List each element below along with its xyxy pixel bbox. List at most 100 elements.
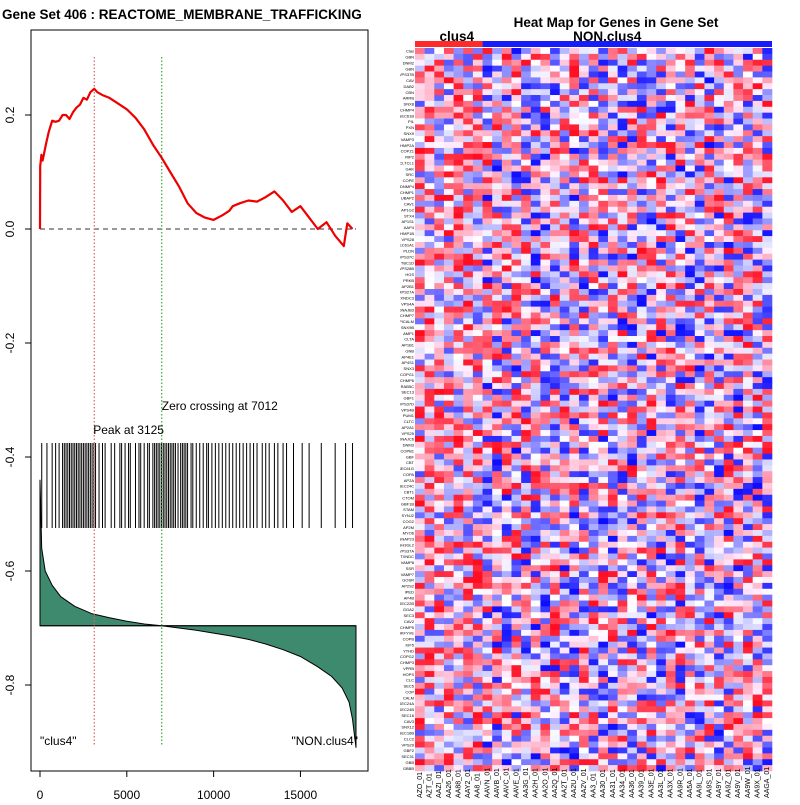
heatmap-cell — [415, 71, 425, 78]
heatmap-cell — [714, 200, 725, 208]
heatmap-cell — [762, 512, 773, 519]
heatmap-cell — [434, 388, 445, 396]
heatmap-cell — [723, 65, 734, 72]
heatmap-cell — [424, 682, 435, 690]
heatmap-cell — [540, 100, 551, 108]
heatmap-cell — [521, 435, 532, 443]
heatmap-cell — [511, 547, 522, 554]
heatmap-cell — [559, 671, 570, 678]
heatmap-cell — [646, 582, 657, 590]
heatmap-cell — [540, 488, 551, 496]
heatmap-cell — [704, 336, 715, 343]
heatmap-cell — [607, 430, 618, 437]
heatmap-cell — [665, 735, 676, 742]
heatmap-cell — [540, 706, 551, 713]
heatmap-cell — [646, 147, 657, 155]
heatmap-cell — [675, 177, 686, 184]
heatmap-cell — [598, 624, 609, 631]
heatmap-cell — [472, 735, 483, 742]
heatmap-cell — [492, 224, 503, 231]
heatmap-cell — [463, 89, 474, 96]
heatmap-cell — [733, 394, 744, 401]
heatmap-cell — [694, 571, 705, 578]
heatmap-cell — [636, 253, 647, 260]
heatmap-cell — [521, 753, 532, 760]
heatmap-cell — [704, 189, 715, 196]
heatmap-cell — [482, 618, 493, 625]
heatmap-cell — [579, 341, 589, 349]
heatmap-cell — [530, 48, 541, 55]
heatmap-cell — [550, 48, 561, 55]
heatmap-cell — [685, 83, 696, 90]
heatmap-cell — [685, 618, 696, 625]
heatmap-cell — [588, 582, 599, 590]
heatmap-cell — [675, 635, 686, 642]
heatmap-cell — [463, 318, 474, 325]
heatmap-cell — [559, 318, 570, 325]
heatmap-cell — [569, 171, 580, 178]
heatmap-cell — [550, 547, 561, 554]
heatmap-cell — [521, 547, 532, 554]
heatmap-cell — [752, 729, 763, 737]
heatmap-cell — [704, 136, 715, 143]
heatmap-cell — [743, 159, 753, 166]
y-tick-label: -0.2 — [3, 332, 17, 353]
heatmap-cell — [598, 635, 609, 642]
heatmap-cell — [415, 447, 425, 454]
heatmap-cell — [714, 459, 725, 466]
heatmap-cell — [453, 418, 464, 425]
heatmap-cell — [588, 259, 599, 266]
heatmap-cell — [704, 59, 715, 66]
heatmap-cell — [694, 353, 705, 360]
heatmap-cell — [762, 482, 773, 490]
heatmap-cell — [463, 371, 474, 378]
heatmap-cell — [492, 647, 503, 654]
column-label: AA39_01 — [639, 769, 646, 798]
heatmap-cell — [550, 77, 561, 84]
heatmap-cell — [656, 653, 667, 660]
heatmap-cell — [511, 518, 522, 525]
heatmap-cell — [636, 765, 647, 772]
heatmap-cell — [492, 741, 503, 748]
heatmap-cell — [521, 430, 532, 437]
heatmap-cell — [723, 194, 734, 202]
heatmap-cell — [762, 541, 773, 548]
heatmap-cell — [598, 500, 609, 507]
heatmap-cell — [656, 83, 667, 90]
heatmap-cell — [569, 541, 580, 548]
heatmap-cell — [723, 206, 734, 213]
heatmap-cell — [424, 441, 435, 449]
heatmap-cell — [714, 53, 725, 61]
heatmap-cell — [714, 306, 725, 313]
heatmap-cell — [559, 71, 570, 78]
heatmap-cell — [579, 447, 589, 454]
heatmap-cell — [579, 506, 589, 513]
heatmap-cell — [550, 377, 561, 384]
heatmap-cell — [550, 718, 561, 725]
heatmap-cell — [752, 189, 763, 196]
heatmap-cell — [482, 177, 493, 184]
heatmap-cell — [492, 194, 503, 202]
heatmap-cell — [482, 183, 493, 190]
heatmap-cell — [472, 700, 483, 707]
heatmap-cell — [723, 441, 734, 449]
heatmap-cell — [550, 100, 561, 108]
heatmap-cell — [530, 371, 541, 378]
heatmap-cell — [675, 747, 686, 754]
heatmap-cell — [492, 559, 503, 566]
heatmap-cell — [617, 741, 628, 748]
heatmap-cell — [443, 759, 454, 766]
heatmap-cell — [646, 577, 657, 584]
heatmap-cell — [743, 535, 753, 543]
heatmap-cell — [636, 177, 647, 184]
heatmap-cell — [453, 682, 464, 690]
heatmap-cell — [607, 306, 618, 313]
heatmap-cell — [733, 165, 744, 172]
heatmap-cell — [694, 424, 705, 431]
heatmap-cell — [511, 212, 522, 219]
heatmap-cell — [733, 718, 744, 725]
heatmap-cell — [656, 194, 667, 202]
heatmap-cell — [743, 388, 753, 396]
heatmap-cell — [540, 241, 551, 249]
heatmap-cell — [588, 512, 599, 519]
